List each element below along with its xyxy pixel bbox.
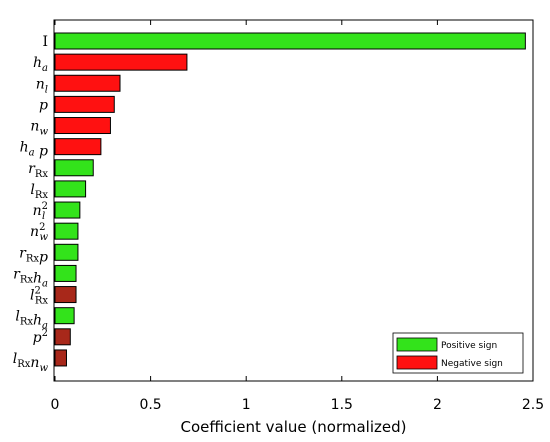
bar-6: [54, 159, 94, 177]
bar-13: [54, 307, 75, 325]
category-label-6: rRx: [28, 161, 48, 180]
legend-label-positive: Positive sign: [441, 341, 497, 351]
bar-10: [54, 243, 79, 261]
legend-label-negative: Negative sign: [441, 359, 503, 369]
x-tick-label-5: 2.5: [522, 397, 544, 413]
legend-swatch-positive: [396, 337, 438, 352]
x-ticks-layer: 0 0.5 1 1.5 2 2.5: [51, 20, 544, 413]
category-label-0: I: [42, 34, 48, 50]
x-tick-label-2: 1: [242, 397, 251, 413]
bar-3: [54, 95, 115, 113]
bar-2: [54, 74, 121, 92]
category-label-2: nl: [36, 76, 48, 95]
bar-5: [54, 138, 102, 156]
category-label-1: ha: [33, 55, 48, 74]
category-label-4: nw: [30, 119, 48, 138]
bars-layer: [54, 32, 526, 367]
category-label-8: n2 l: [33, 201, 48, 222]
category-label-11: rRxha: [13, 266, 48, 289]
bar-4: [54, 117, 111, 135]
bar-7: [54, 180, 87, 198]
bar-12: [54, 286, 77, 304]
category-label-5: ha p: [20, 140, 48, 160]
bar-0: [54, 32, 526, 50]
category-label-9: n2 w: [30, 222, 48, 243]
category-label-15: lRxnw: [13, 351, 49, 374]
legend: Positive sign Negative sign: [392, 332, 524, 374]
x-tick-label-3: 1.5: [331, 397, 353, 413]
plot-frame: [53, 19, 534, 382]
x-tick-label-1: 0.5: [139, 397, 161, 413]
category-label-10: rRxp: [19, 245, 48, 265]
bar-14: [54, 328, 71, 346]
x-axis-label: Coefficient value (normalized): [181, 418, 407, 436]
category-label-3: p: [39, 97, 48, 113]
bar-1: [54, 53, 188, 71]
bar-8: [54, 201, 81, 219]
category-label-7: lRx: [30, 182, 48, 201]
bar-15: [54, 349, 67, 367]
x-tick-label-0: 0: [51, 397, 60, 413]
bar-9: [54, 222, 79, 240]
x-tick-label-4: 2: [433, 397, 442, 413]
category-label-13: lRxha: [15, 309, 48, 332]
category-label-14: p2: [33, 328, 48, 346]
category-label-12: l2 Rx: [30, 286, 48, 307]
legend-swatch-negative: [396, 355, 438, 370]
bar-11: [54, 264, 77, 282]
